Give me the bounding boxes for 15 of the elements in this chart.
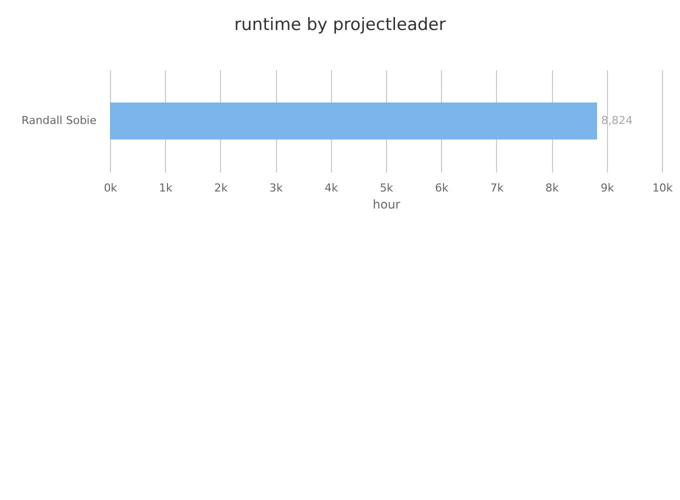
x-tick-label: 8k (545, 182, 560, 194)
x-tick-label: 2k (214, 182, 228, 194)
x-tick-label: 5k (380, 182, 394, 194)
x-tick-label: 6k (435, 182, 450, 194)
x-tick-label: 10k (652, 182, 674, 194)
x-tick-label: 1k (159, 182, 174, 194)
x-tick-label: 4k (324, 182, 339, 194)
x-tick-label: 9k (600, 182, 615, 194)
y-tick-label: Randall Sobie (22, 114, 97, 127)
x-tick-label: 0k (104, 182, 118, 194)
x-tick-label: 7k (490, 182, 504, 194)
x-tick-label: 3k (269, 182, 284, 194)
data-label: 8,824 (601, 114, 633, 127)
chart-title: runtime by projectleader (234, 15, 446, 35)
x-axis-title: hour (372, 198, 400, 212)
